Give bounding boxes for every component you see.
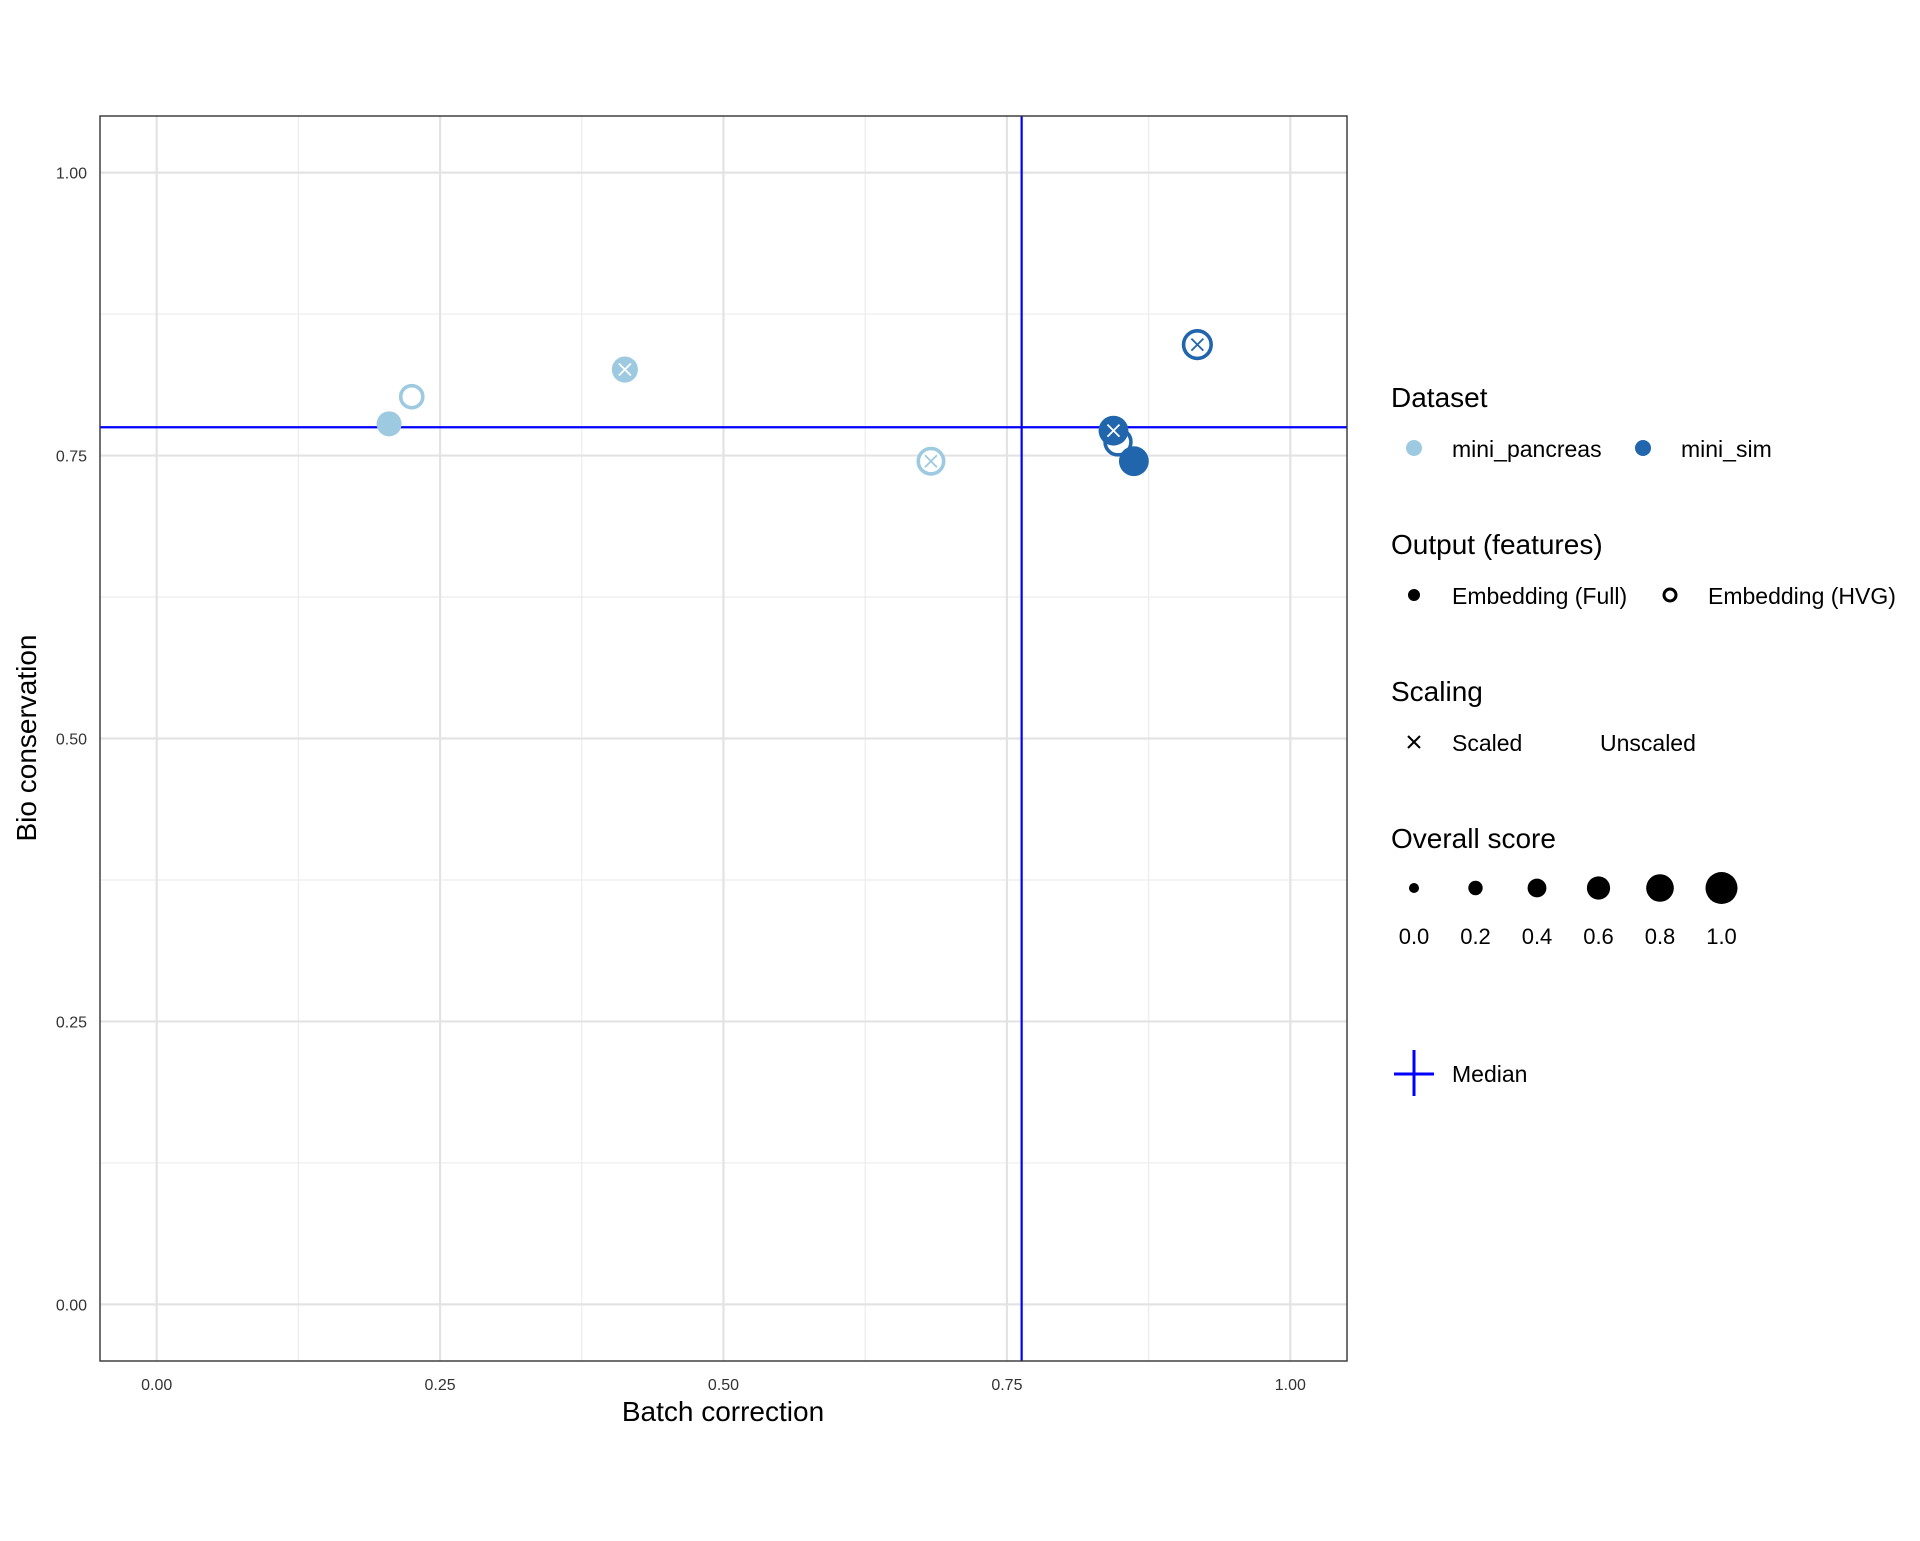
data-point [1118, 446, 1149, 477]
point-marker-hollow [398, 383, 425, 410]
legend-label-mini-sim: mini_sim [1681, 436, 1772, 462]
legend-scaling-title: Scaling [1391, 676, 1483, 707]
legend-key-median-cross-icon [1394, 1050, 1434, 1096]
x-tick-label: 0.75 [991, 1377, 1022, 1394]
data-point [916, 446, 946, 476]
data-point [611, 356, 638, 383]
legend-label-scaled: Scaled [1452, 730, 1522, 756]
x-tick-label: 0.25 [425, 1377, 456, 1394]
legend-key-embedding-hvg [1662, 587, 1678, 603]
data-points [376, 329, 1213, 477]
legend-output-title: Output (features) [1391, 529, 1603, 560]
data-point [1181, 329, 1213, 361]
legend-key-mini-pancreas [1406, 440, 1422, 456]
legend-score-key [1468, 880, 1483, 896]
legend-score-key [1646, 874, 1674, 902]
x-tick-label: 1.00 [1275, 1377, 1306, 1394]
legend-score-label: 0.4 [1522, 924, 1553, 949]
data-point [1098, 415, 1129, 446]
data-point [376, 411, 402, 437]
legend-score-key [1705, 872, 1738, 904]
axis-tick-labels: 0.00 0.25 0.50 0.75 1.00 0.00 0.25 0.50 0.75 1.00 [56, 166, 1306, 1394]
point-scaled-cross [1106, 424, 1121, 438]
legend-label-embedding-full: Embedding (Full) [1452, 583, 1627, 609]
legend-score-label: 0.8 [1645, 924, 1676, 949]
x-tick-label: 0.50 [708, 1377, 739, 1394]
grid [100, 116, 1347, 1361]
x-tick-label: 0.00 [141, 1377, 172, 1394]
legend-score-key [1586, 876, 1611, 900]
legend-key-embedding-full [1408, 589, 1420, 601]
point-scaled-cross [618, 362, 632, 377]
point-marker-filled [376, 411, 402, 437]
median-lines [100, 116, 1347, 1361]
legend-score-label: 0.0 [1399, 924, 1430, 949]
point-scaled-cross [924, 454, 938, 468]
legend-score-keys: 0.0 0.2 0.4 0.6 0.8 1.0 [1399, 872, 1738, 949]
legend-score-label: 1.0 [1706, 924, 1737, 949]
legend-score-label: 0.6 [1583, 924, 1614, 949]
legend-score-key [1409, 883, 1419, 893]
y-tick-label: 0.25 [56, 1014, 87, 1031]
legend-key-mini-sim [1635, 440, 1651, 456]
legend-label-unscaled: Unscaled [1600, 730, 1696, 756]
legend-label-embedding-hvg: Embedding (HVG) [1708, 583, 1896, 609]
legend-dataset-title: Dataset [1391, 382, 1488, 413]
x-axis-label: Batch correction [622, 1396, 824, 1427]
y-tick-label: 0.75 [56, 449, 87, 466]
data-point [398, 383, 425, 410]
point-scaled-cross [1190, 337, 1204, 352]
y-tick-label: 1.00 [56, 166, 87, 183]
y-axis-label: Bio conservation [11, 634, 42, 841]
legend-key-scaled-cross-icon [1407, 735, 1421, 749]
legend-score-title: Overall score [1391, 823, 1556, 854]
legend-label-median: Median [1452, 1061, 1527, 1087]
legend-label-mini-pancreas: mini_pancreas [1452, 436, 1602, 462]
legend: Dataset mini_pancreas mini_sim Output (f… [1391, 382, 1896, 1096]
legend-score-label: 0.2 [1460, 924, 1491, 949]
legend-score-key [1527, 878, 1547, 898]
y-tick-label: 0.50 [56, 732, 87, 749]
plot-panel-border [99, 115, 1348, 1362]
y-tick-label: 0.00 [56, 1297, 87, 1314]
point-marker-filled [1118, 446, 1149, 477]
